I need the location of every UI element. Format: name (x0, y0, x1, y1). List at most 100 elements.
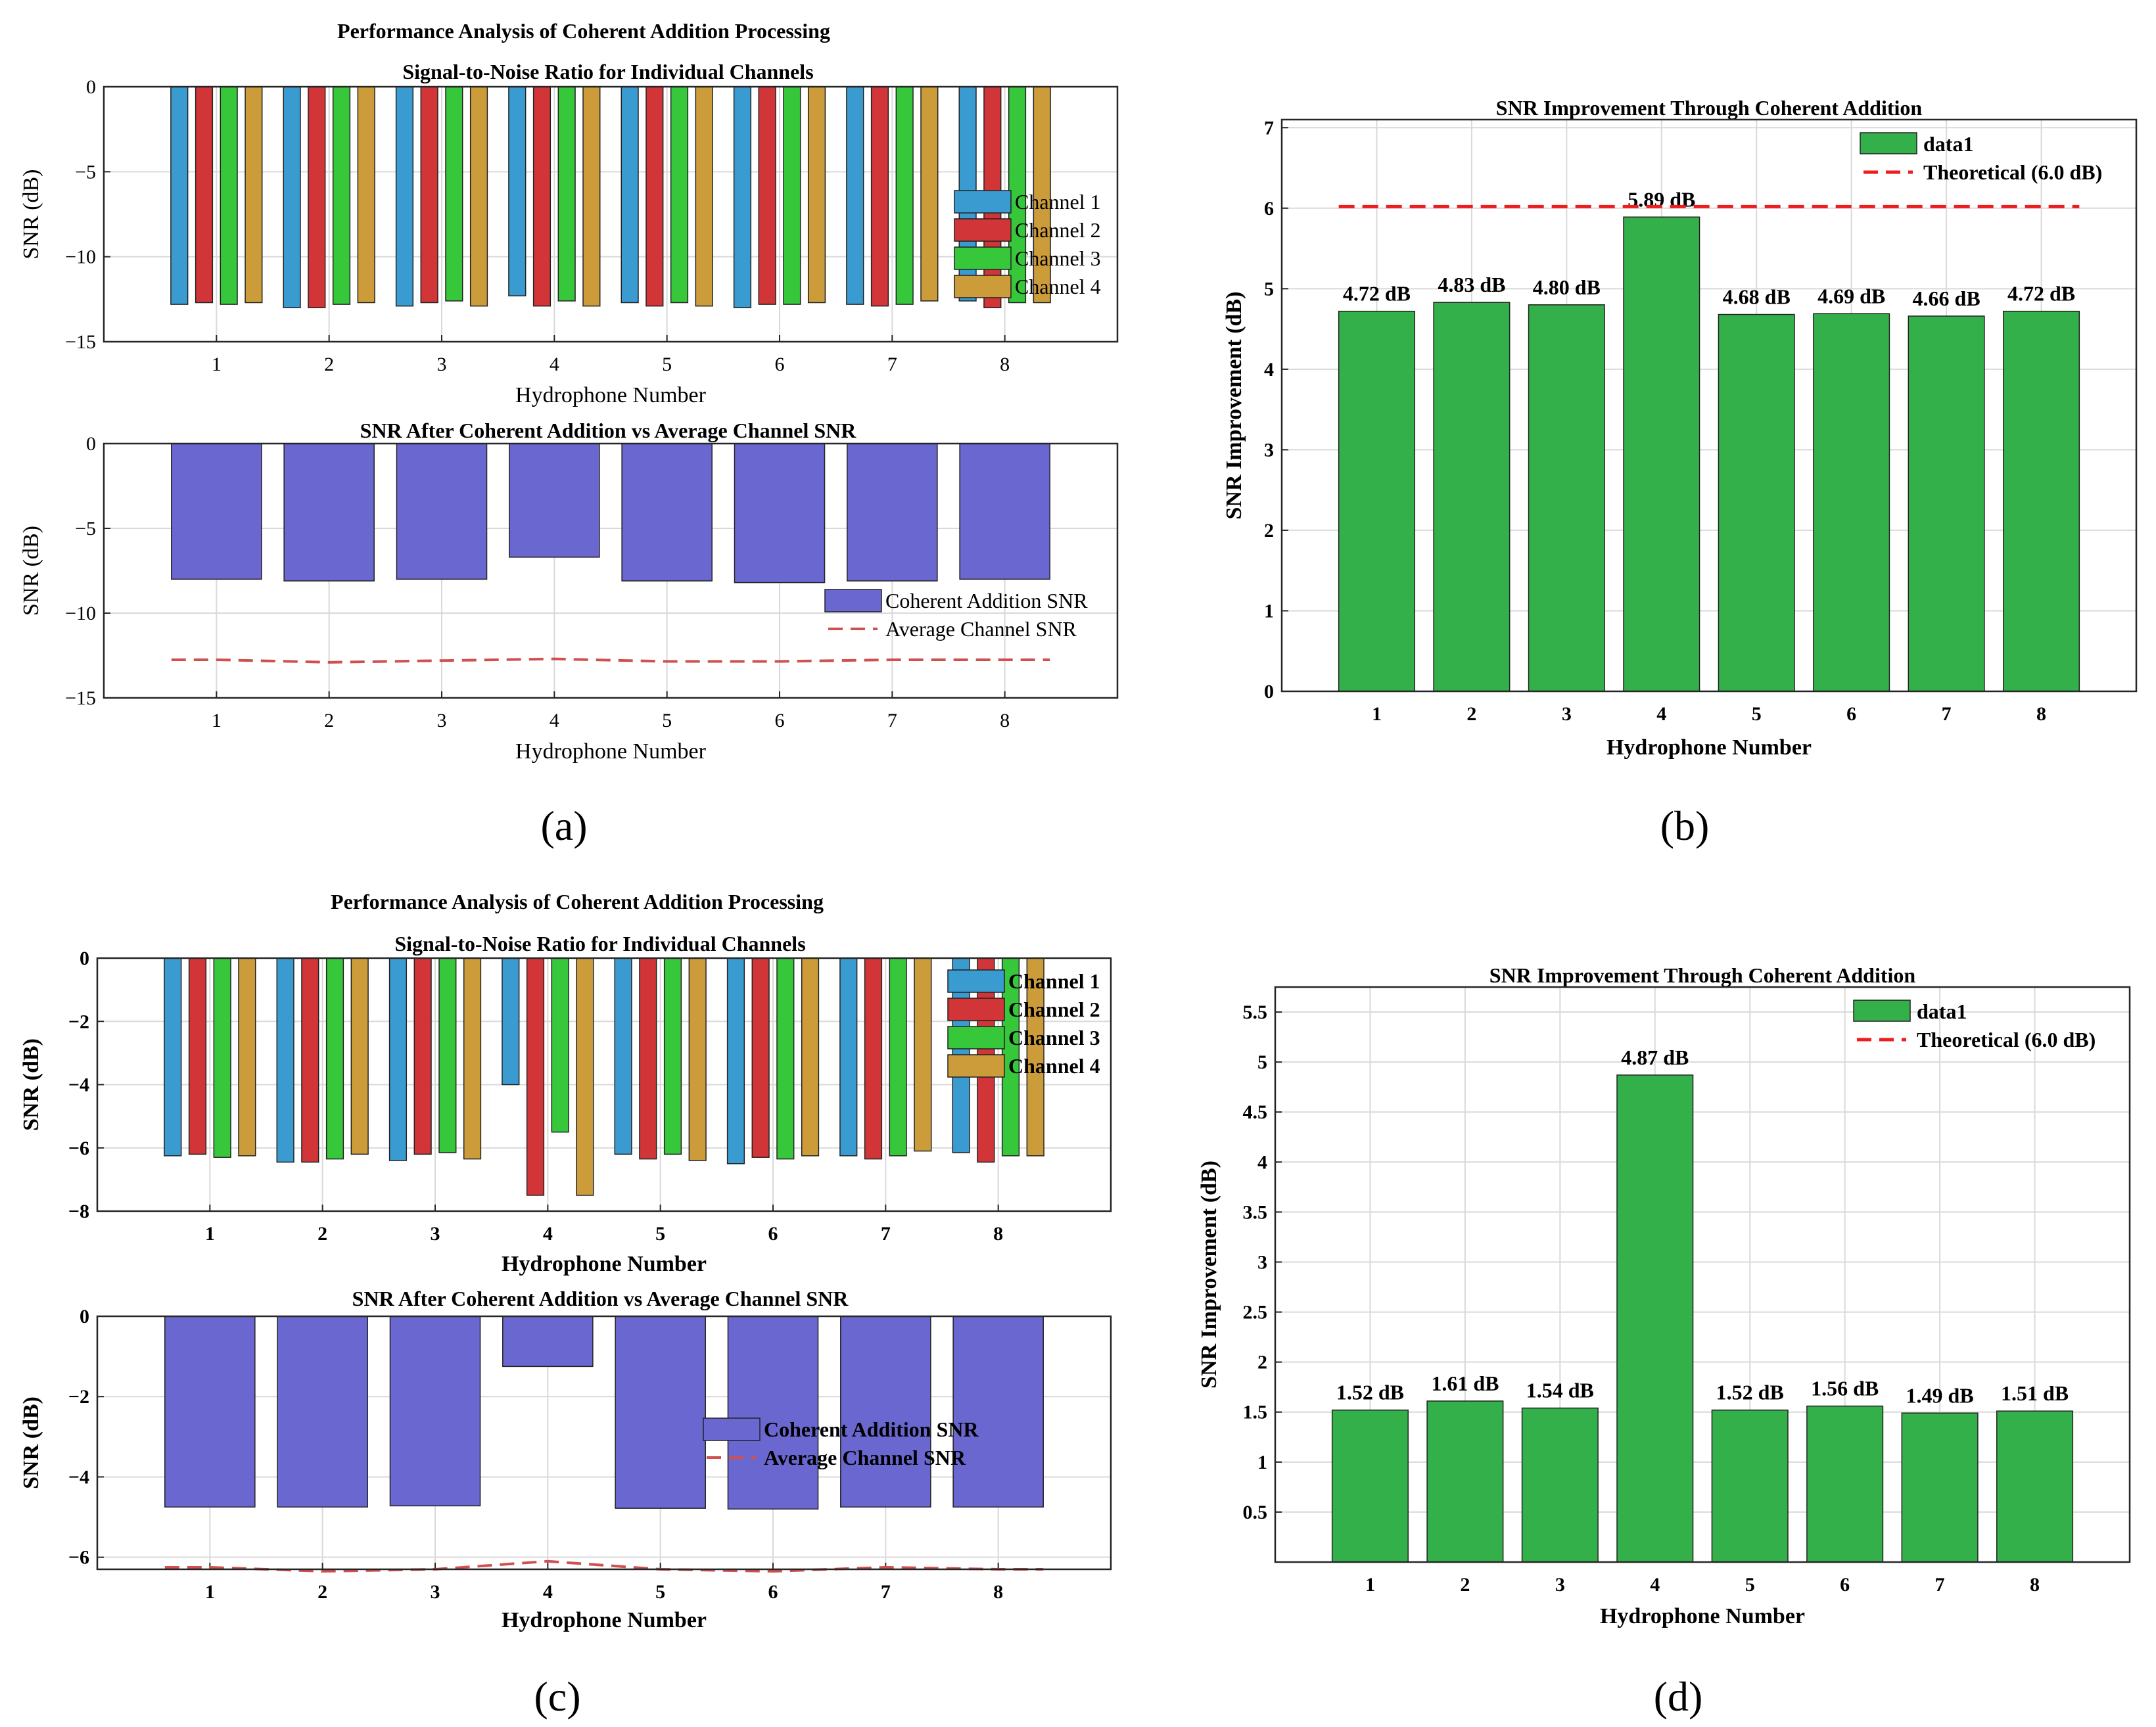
x-tick-label: 7 (881, 1581, 891, 1603)
x-tick-label: 7 (1935, 1574, 1945, 1596)
data-label: 4.66 dB (1913, 287, 1980, 310)
y-tick-label: −5 (75, 161, 96, 183)
x-tick-label: 2 (324, 710, 334, 731)
bar-snr-improvement (1711, 1409, 1789, 1563)
y-tick-label: 0 (80, 1306, 89, 1327)
axes-frame (103, 442, 1119, 699)
axes-frame (96, 1315, 1112, 1571)
panel-c-top-plot: 0 −2 −4 −6 −8 1 2 3 4 5 6 7 8 Hydrophone Number SNR (d… (19, 948, 1112, 1276)
x-axis-label: Hydrophone Number (515, 739, 707, 764)
bar-channel-3 (332, 86, 351, 305)
y-tick-label: 1 (1257, 1452, 1267, 1473)
x-axis-label: Hydrophone Number (502, 1252, 707, 1276)
panel-b-title: SNR Improvement Through Coherent Additio… (1496, 96, 1923, 120)
y-tick-label: −8 (68, 1201, 89, 1222)
bar-coherent-addition (959, 443, 1050, 580)
legend-label: Theoretical (6.0 dB) (1917, 1028, 2096, 1051)
x-tick-label: 1 (1365, 1574, 1375, 1596)
legend-swatch (947, 969, 1005, 993)
bar-channel-1 (726, 957, 745, 1164)
y-tick-label: 0 (1264, 681, 1274, 702)
panel-c-top-title: Signal-to-Noise Ratio for Individual Cha… (394, 932, 805, 956)
y-tick-label: 2 (1257, 1352, 1267, 1373)
data-label: 1.54 dB (1526, 1379, 1594, 1402)
bar-channel-2 (301, 957, 319, 1163)
legend-label: Channel 4 (1008, 1054, 1100, 1078)
x-tick-label: 2 (324, 354, 334, 375)
y-tick-label: −2 (68, 1011, 89, 1032)
bar-snr-improvement (1528, 304, 1605, 692)
data-label: 4.80 dB (1533, 275, 1601, 299)
panel-b-label: (b) (1660, 802, 1710, 849)
bar-channel-3 (889, 957, 907, 1157)
x-tick-label: 1 (212, 354, 222, 375)
x-tick-label: 6 (1846, 703, 1856, 725)
x-tick-label: 2 (317, 1581, 327, 1603)
x-tick-label: 6 (775, 710, 785, 731)
y-tick-label: −4 (68, 1466, 89, 1488)
bar-channel-4 (350, 957, 369, 1155)
bar-coherent-addition (615, 1316, 706, 1509)
bar-channel-2 (639, 957, 657, 1160)
bar-snr-improvement (1338, 310, 1415, 692)
panel-b: SNR Improvement Through Coherent Additio… (1222, 96, 2138, 849)
bar-channel-2 (308, 86, 326, 309)
bar-channel-1 (283, 86, 301, 309)
bar-coherent-addition (734, 443, 826, 584)
legend-label: Coherent Addition SNR (885, 589, 1088, 612)
bar-snr-improvement (1433, 302, 1511, 692)
x-axis-label: Hydrophone Number (502, 1608, 707, 1632)
bar-snr-improvement (1901, 1412, 1979, 1563)
x-tick-label: 1 (1372, 703, 1382, 725)
bar-channel-4 (245, 86, 263, 304)
y-tick-label: 2 (1264, 520, 1274, 541)
x-tick-label: 4 (550, 354, 559, 375)
data-label: 1.61 dB (1431, 1371, 1499, 1395)
legend-swatch (1860, 132, 1917, 154)
x-tick-label: 4 (550, 710, 559, 731)
bar-channel-4 (807, 86, 826, 304)
y-axis-label: SNR (dB) (19, 170, 43, 260)
bar-channel-4 (582, 86, 601, 307)
y-tick-label: 0.5 (1243, 1502, 1268, 1523)
bar-snr-improvement (1426, 1400, 1504, 1563)
x-tick-label: 7 (887, 354, 897, 375)
y-axis-label: SNR (dB) (19, 526, 43, 616)
legend-label: Channel 3 (1015, 246, 1101, 270)
y-tick-label: −15 (65, 687, 96, 709)
bar-channel-3 (783, 86, 801, 305)
x-tick-label: 2 (317, 1223, 327, 1245)
bar-channel-2 (758, 86, 776, 305)
data-label: 1.49 dB (1906, 1383, 1974, 1407)
y-tick-label: −4 (68, 1074, 89, 1096)
bar-channel-1 (388, 957, 408, 1161)
legend-swatch (947, 1054, 1005, 1078)
bar-channel-2 (526, 957, 545, 1196)
legend-swatch (824, 589, 882, 612)
panel-c-bottom-plot: 0 −2 −4 −6 1 2 3 4 5 6 7 8 Hydrophone Number SNR (dB)… (19, 1306, 1112, 1632)
legend-label: Average Channel SNR (885, 617, 1077, 641)
x-tick-label: 3 (1562, 703, 1572, 725)
bar-channel-4 (238, 957, 256, 1157)
panel-a-top-title: Signal-to-Noise Ratio for Individual Cha… (402, 60, 813, 83)
y-tick-label: −10 (65, 246, 96, 268)
bar-channel-4 (1033, 86, 1051, 304)
legend-label: Channel 1 (1008, 969, 1100, 993)
bar-coherent-addition (840, 1316, 931, 1508)
y-tick-label: 3.5 (1243, 1201, 1268, 1223)
bar-channel-4 (463, 957, 482, 1160)
panel-c: Performance Analysis of Coherent Additio… (19, 890, 1112, 1720)
panel-a-bottom-title: SNR After Coherent Addition vs Average C… (360, 419, 857, 442)
panel-a-bottom-plot: 0 −5 −10 −15 1 2 3 4 5 6 7 8 Hydrophone Number SNR (d… (19, 433, 1119, 764)
x-tick-label: 3 (437, 710, 447, 731)
bar-snr-improvement (1616, 1074, 1694, 1563)
x-tick-label: 6 (768, 1581, 778, 1603)
legend-label: Average Channel SNR (764, 1446, 966, 1469)
x-tick-label: 8 (1000, 710, 1010, 731)
bar-channel-2 (870, 86, 889, 307)
legend-swatch (947, 1026, 1005, 1049)
bar-coherent-addition (396, 443, 488, 580)
y-tick-label: −15 (65, 331, 96, 353)
y-tick-label: 4 (1264, 359, 1274, 380)
bar-channel-2 (188, 957, 207, 1155)
